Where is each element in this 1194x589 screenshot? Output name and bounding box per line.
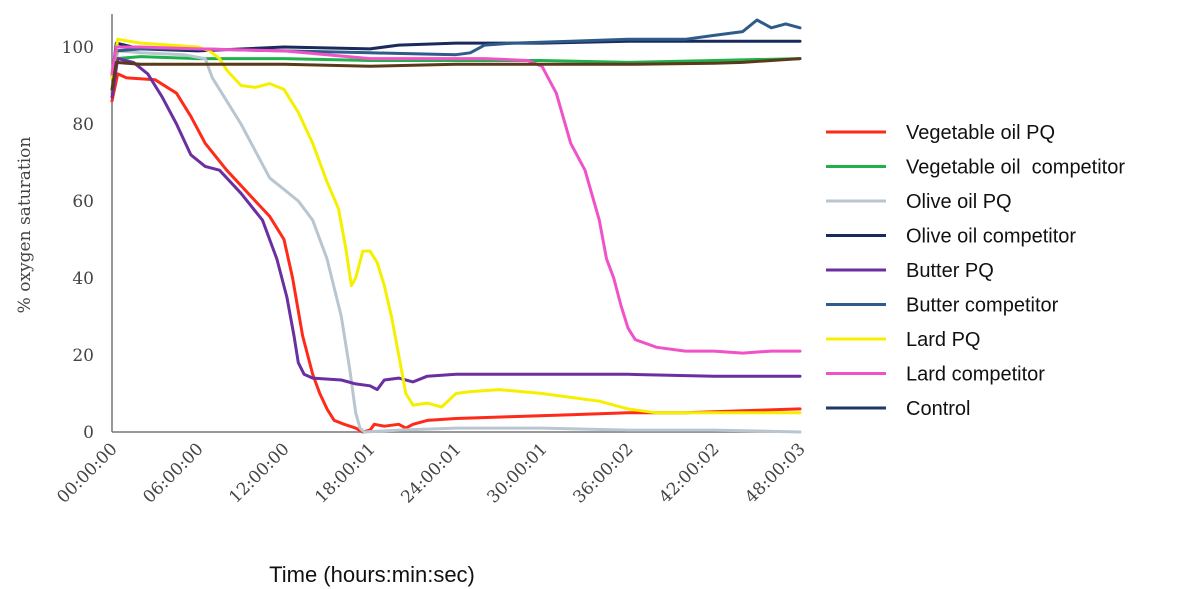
- x-tick-label: 18:00:01: [311, 439, 379, 507]
- x-tick-labels: 00:00:00 06:00:00 12:00:00 18:00:01 24:00:01…: [53, 439, 809, 507]
- y-tick-label: 0: [83, 423, 94, 443]
- x-tick-label: 24:00:01: [397, 439, 465, 507]
- legend-label: Olive oil PQ: [906, 191, 1012, 213]
- legend-label: Vegetable oil PQ: [906, 122, 1055, 144]
- series-lines: [110, 18, 802, 434]
- series-line-lard-competitor: [110, 45, 802, 355]
- legend-label: Butter PQ: [906, 260, 994, 282]
- series-line-control: [110, 57, 802, 91]
- series-line-butter-pq: [110, 57, 802, 392]
- x-tick-label: 30:00:01: [483, 439, 551, 507]
- y-tick-label: 100: [62, 38, 94, 58]
- x-tick-label: 42:00:02: [655, 439, 723, 507]
- x-tick-label: 48:00:03: [741, 439, 809, 507]
- y-tick-label: 80: [72, 115, 94, 135]
- legend-label: Vegetable oil competitor: [906, 157, 1125, 179]
- y-tick-labels: 0 20 40 60 80 100: [62, 38, 94, 443]
- series-line-vegetable-oil-competitor: [110, 55, 802, 95]
- series-line-olive-oil-pq: [110, 49, 802, 434]
- legend-label: Lard PQ: [906, 329, 980, 351]
- series-line-vegetable-oil-pq: [110, 72, 802, 434]
- x-tick-label: 36:00:02: [569, 439, 637, 507]
- y-tick-label: 20: [72, 346, 94, 366]
- y-tick-label: 60: [72, 192, 94, 212]
- x-tick-label: 00:00:00: [53, 439, 121, 507]
- plot-area: [110, 14, 802, 434]
- x-axis-label: Time (hours:min:sec): [269, 562, 475, 587]
- series-line-lard-pq: [110, 37, 802, 415]
- legend-label: Lard competitor: [906, 364, 1045, 386]
- y-axis-label: % oxygen saturation: [15, 137, 35, 314]
- x-tick-label: 06:00:00: [139, 439, 207, 507]
- legend: Vegetable oil PQ Vegetable oil competitor…: [826, 122, 1125, 420]
- legend-label: Butter competitor: [906, 295, 1059, 317]
- legend-label: Control: [906, 398, 970, 420]
- series-line-butter-competitor: [110, 18, 802, 76]
- legend-label: Olive oil competitor: [906, 226, 1076, 248]
- y-tick-label: 40: [72, 269, 94, 289]
- x-tick-label: 12:00:00: [225, 439, 293, 507]
